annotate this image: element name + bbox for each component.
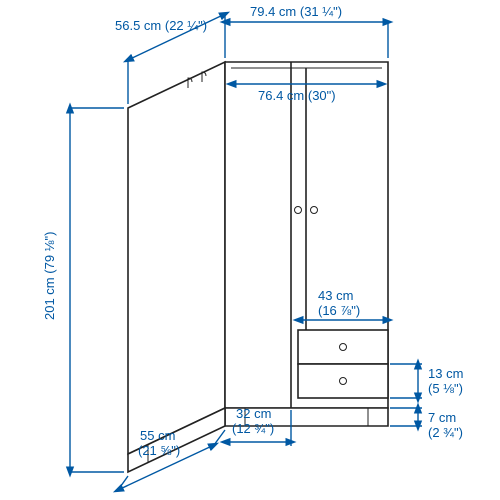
- dim-drawer-w-in: (16 ⅞"): [318, 303, 360, 318]
- dim-drawer-h-cm: 13 cm: [428, 366, 463, 381]
- dim-width-top-cm: 79.4 cm: [250, 4, 296, 19]
- svg-text:201 cm (79 ⅛"): 201 cm (79 ⅛"): [42, 232, 57, 320]
- dim-drawer-w-cm: 43 cm: [318, 288, 353, 303]
- dim-inner-w-in: (30"): [308, 88, 336, 103]
- dim-inner-w-cm: 76.4 cm: [258, 88, 304, 103]
- wardrobe-dimension-diagram: 56.5 cm (22 ¼") 79.4 cm (31 ¼") 76.4 cm …: [0, 0, 500, 500]
- svg-text:56.5 cm (22 ¼"): 56.5 cm (22 ¼"): [115, 18, 207, 33]
- svg-text:79.4 cm (31 ¼"): 79.4 cm (31 ¼"): [250, 4, 342, 19]
- dim-door-w-cm: 32 cm: [236, 406, 271, 421]
- dim-door-w-in: (12 ¾"): [232, 421, 274, 436]
- dim-height-cm: 201 cm: [42, 277, 57, 320]
- dim-leg-h-cm: 7 cm: [428, 410, 456, 425]
- dim-depth-b-in: (21 ⅝"): [138, 443, 180, 458]
- dim-width-top-in: (31 ¼"): [300, 4, 342, 19]
- dim-leg-h-in: (2 ¾"): [428, 425, 463, 440]
- dim-depth-top-in: (22 ¼"): [165, 18, 207, 33]
- dim-depth-top-cm: 56.5 cm: [115, 18, 161, 33]
- dim-drawer-h-in: (5 ⅛"): [428, 381, 463, 396]
- dim-height-in: (79 ⅛"): [42, 232, 57, 274]
- dim-depth-b-cm: 55 cm: [140, 428, 175, 443]
- svg-text:76.4 cm (30"): 76.4 cm (30"): [258, 88, 336, 103]
